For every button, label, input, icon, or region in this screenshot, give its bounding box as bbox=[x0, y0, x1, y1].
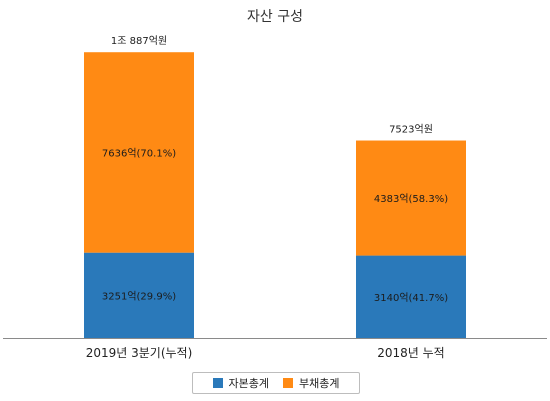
data-label-equity-0: 3251억(29.9%) bbox=[102, 290, 176, 302]
bar-segment-equity-0 bbox=[84, 252, 194, 338]
total-label-0: 1조 887억원 bbox=[111, 35, 167, 47]
legend-label-liabilities: 부채총계 bbox=[299, 377, 340, 390]
data-label-liabilities-1: 4383억(58.3%) bbox=[374, 193, 448, 205]
legend-item-equity[interactable]: 자본총계 bbox=[212, 375, 269, 391]
bar-segment-liabilities-1 bbox=[356, 140, 466, 256]
bar-segment-liabilities-0 bbox=[84, 52, 194, 253]
legend: 자본총계 부채총계 bbox=[192, 372, 360, 394]
x-tick-label-0: 2019년 3분기(누적) bbox=[86, 346, 193, 360]
total-label-1: 7523억원 bbox=[389, 124, 433, 136]
legend-swatch-equity bbox=[212, 378, 223, 388]
legend-swatch-liabilities bbox=[283, 378, 293, 388]
x-tick-label-1: 2018년 누적 bbox=[377, 346, 444, 360]
data-label-liabilities-0: 7636억(70.1%) bbox=[102, 147, 176, 159]
legend-item-liabilities[interactable]: 부채총계 bbox=[283, 375, 339, 391]
chart-title: 자산 구성 bbox=[247, 9, 303, 25]
bar-segment-equity-1 bbox=[356, 255, 466, 338]
data-label-equity-1: 3140억(41.7%) bbox=[374, 292, 448, 304]
legend-label-equity: 자본총계 bbox=[228, 377, 269, 390]
